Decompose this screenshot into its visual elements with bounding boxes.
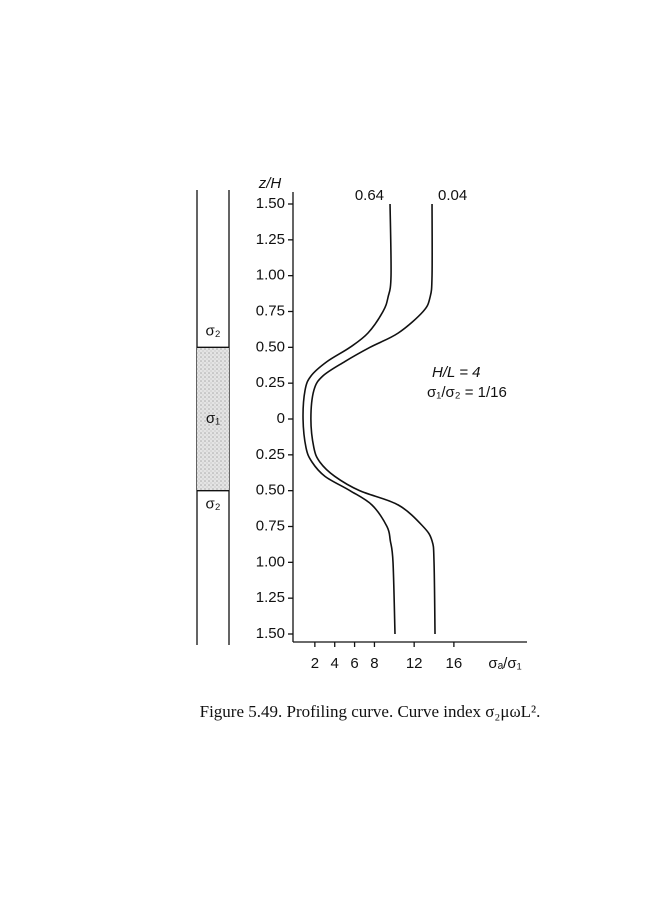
x-tick-label: 6 — [350, 655, 358, 672]
curve-label: 0.04 — [438, 187, 467, 204]
annotation: H/L = 4 — [432, 364, 481, 381]
layer-label: σ₁ — [206, 410, 220, 427]
curve — [310, 203, 436, 635]
x-tick-label: 4 — [331, 655, 339, 672]
x-tick-label: 8 — [370, 655, 378, 672]
curve-label: 0.64 — [355, 187, 384, 204]
layer-label: σ₂ — [205, 496, 220, 513]
x-axis-label: σₐ/σ₁ — [488, 655, 521, 672]
y-tick-label: 1.50 — [256, 625, 285, 642]
y-tick-label: 0 — [277, 410, 285, 427]
layer — [197, 347, 229, 491]
caption: Figure 5.49. Profiling curve. Curve inde… — [200, 702, 541, 721]
y-tick-label: 0.75 — [256, 517, 285, 534]
y-tick-label: 1.00 — [256, 267, 285, 284]
y-axis-label: z/H — [258, 175, 282, 192]
y-tick-label: 1.50 — [256, 195, 285, 212]
x-tick-label: 2 — [311, 655, 319, 672]
y-tick-label: 1.25 — [256, 231, 285, 248]
y-tick-label: 0.75 — [256, 302, 285, 319]
annotation: σ₁/σ₂ = 1/16 — [427, 384, 507, 401]
y-tick-label: 0.25 — [256, 374, 285, 391]
y-tick-label: 0.50 — [256, 338, 285, 355]
x-tick-label: 12 — [406, 655, 423, 672]
x-tick-label: 16 — [446, 655, 463, 672]
y-tick-label: 1.00 — [256, 553, 285, 570]
layer-label: σ₂ — [205, 322, 220, 339]
y-tick-label: 1.25 — [256, 589, 285, 606]
y-tick-label: 0.50 — [256, 482, 285, 499]
y-tick-label: 0.25 — [256, 446, 285, 463]
curve — [302, 203, 396, 635]
